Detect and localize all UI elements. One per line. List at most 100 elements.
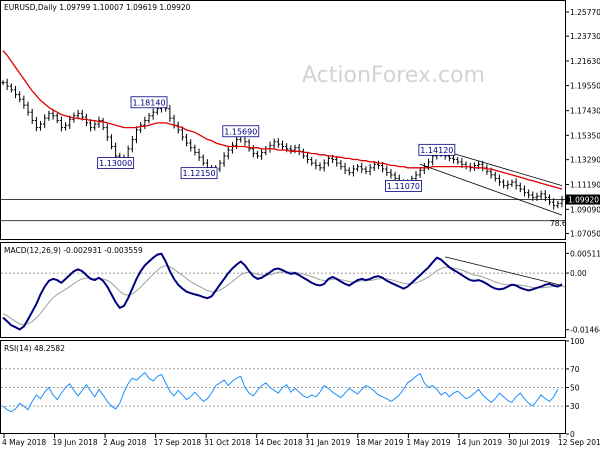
- price-annotation-box: [385, 180, 422, 192]
- x-tick-label: 2 Aug 2018: [103, 438, 146, 447]
- price-panel-title: EURUSD,Daily 1.09799 1.10007 1.09619 1.0…: [4, 3, 191, 12]
- price-channel-trendlines: [420, 149, 563, 216]
- x-tick-label: 4 May 2018: [2, 438, 46, 447]
- moving-average-line: [2, 50, 563, 190]
- price-bar: [543, 190, 547, 202]
- price-bar: [43, 114, 47, 128]
- price-bar: [134, 126, 139, 144]
- current-price-box: [566, 194, 600, 205]
- price-bar: [539, 190, 543, 200]
- price-bar: [514, 178, 518, 190]
- rsi-panel-frame: [0, 340, 566, 434]
- price-bar: [418, 167, 422, 178]
- x-tick-label: 30 Jul 2019: [507, 438, 550, 447]
- price-panel-frame: [0, 0, 566, 240]
- price-bar: [222, 152, 226, 167]
- price-bar: [364, 166, 368, 175]
- price-bar: [197, 148, 201, 162]
- price-bar: [114, 142, 118, 160]
- price-annotation-text: 1.13000: [99, 159, 132, 168]
- price-bar: [393, 171, 397, 182]
- price-annotation-text: 1.15690: [224, 127, 257, 136]
- price-bar: [230, 141, 235, 154]
- price-bar: [180, 126, 184, 141]
- price-annotation: 1.13000: [97, 157, 135, 169]
- x-tick-label: 14 Jun 2019: [457, 438, 502, 447]
- price-annotation-box: [418, 143, 456, 156]
- price-bar: [184, 133, 189, 147]
- price-annotation-box: [130, 96, 168, 109]
- price-annotation-text: 1.12150: [183, 169, 216, 178]
- price-annotation: 1.18140: [130, 96, 168, 109]
- price-bar: [355, 164, 360, 172]
- x-tick-label: 19 Jun 2018: [53, 438, 98, 447]
- price-bar: [493, 171, 497, 182]
- price-y-tick-label: 1.19550: [570, 82, 600, 91]
- price-bar: [510, 179, 514, 187]
- price-bar: [289, 145, 293, 154]
- rsi-y-tick-label: 70: [570, 365, 580, 374]
- rsi-y-axis: 100 70 50 30 0: [566, 337, 585, 439]
- price-bar: [389, 168, 393, 179]
- x-tick-label: 12 Sep 2019: [558, 438, 600, 447]
- price-bar: [451, 154, 456, 164]
- price-panel: ActionForex.com 1.25770 1.23730 1.21630 1.1…: [0, 0, 600, 240]
- price-annotation-box: [180, 167, 218, 180]
- price-bar: [93, 121, 97, 131]
- price-bar: [255, 151, 260, 159]
- price-annotation: 1.11070: [385, 180, 422, 192]
- x-tick-label: 31 Jan 2019: [305, 438, 350, 447]
- rsi-y-tick-label: 50: [570, 384, 580, 393]
- price-annotation-box: [222, 125, 260, 138]
- price-bar: [276, 138, 280, 148]
- date-x-axis: 4 May 2018 19 Jun 2018 2 Aug 2018 17 Sep 20…: [2, 434, 600, 447]
- price-bar: [310, 156, 314, 166]
- price-bar: [59, 116, 64, 132]
- price-bar: [139, 122, 143, 134]
- price-bar: [226, 146, 230, 160]
- price-y-tick-label: 1.17430: [570, 107, 600, 116]
- rsi-line: [2, 371, 559, 413]
- macd-panel-frame: [0, 242, 566, 338]
- price-bar: [168, 104, 172, 122]
- price-bar: [1, 80, 5, 86]
- price-bar: [301, 148, 305, 159]
- price-bar: [63, 122, 68, 131]
- price-bar: [522, 185, 527, 197]
- price-annotation: 1.12150: [180, 167, 218, 180]
- price-bar: [30, 108, 34, 124]
- price-bar: [151, 108, 155, 120]
- price-annotation-text: 1.14120: [420, 146, 453, 155]
- price-y-tick-label: 1.15350: [570, 131, 600, 140]
- price-bar: [272, 138, 276, 149]
- macd-line: [2, 252, 563, 331]
- price-bar: [347, 167, 351, 176]
- x-tick-label: 1 May 2019: [406, 438, 450, 447]
- price-bar: [218, 160, 222, 173]
- x-tick-label: 31 Oct 2018: [204, 438, 251, 447]
- price-bar: [68, 115, 72, 129]
- price-bar: [18, 91, 22, 103]
- price-bar: [535, 192, 539, 201]
- current-price-tag: 1.09920: [566, 194, 600, 205]
- price-trendline: [420, 163, 563, 216]
- price-bar: [176, 121, 180, 134]
- price-y-tick-label: 1.09090: [570, 205, 600, 214]
- macd-y-tick-label: -0.014647: [570, 326, 600, 335]
- price-trendline: [440, 149, 563, 186]
- price-bar: [38, 121, 43, 131]
- price-bar: [547, 194, 552, 206]
- price-bar: [318, 162, 322, 171]
- price-bar: [360, 162, 364, 173]
- price-bar: [531, 191, 535, 201]
- price-annotation-box: [97, 157, 135, 169]
- price-bar: [51, 109, 55, 120]
- price-horizontal-levels: [1, 199, 566, 222]
- price-bar: [189, 139, 193, 152]
- macd-panel: 0.005114 0.00 -0.014647 MACD(12,26,9) -0.0…: [0, 242, 600, 338]
- macd-y-tick-label: 0.005114: [570, 249, 600, 258]
- price-bar: [556, 200, 560, 209]
- price-bar: [201, 154, 205, 166]
